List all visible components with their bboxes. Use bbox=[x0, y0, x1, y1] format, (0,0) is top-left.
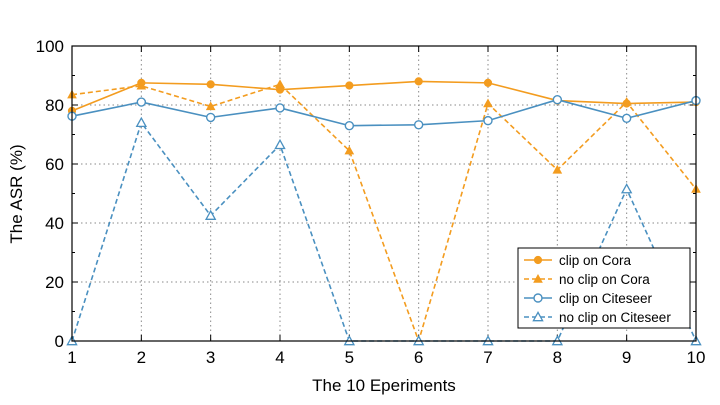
data-point-clip-on-citeseer bbox=[621, 113, 632, 123]
data-point-clip-on-citeseer bbox=[136, 97, 147, 107]
y-tick-label: 20 bbox=[45, 273, 64, 292]
legend-marker bbox=[532, 311, 544, 322]
data-point-no-clip-on-cora bbox=[552, 164, 563, 174]
x-tick-label: 7 bbox=[483, 348, 492, 367]
data-point-no-clip-on-cora bbox=[621, 97, 632, 106]
legend-marker bbox=[533, 273, 543, 283]
data-point-no-clip-on-cora bbox=[275, 79, 285, 89]
data-point-clip-on-citeseer bbox=[552, 94, 563, 105]
legend-marker bbox=[533, 255, 543, 265]
data-point-clip-on-cora bbox=[483, 78, 493, 87]
legend-entry: no clip on Citeseer bbox=[524, 310, 671, 325]
y-tick-label: 80 bbox=[45, 96, 64, 115]
y-axis-title: The ASR (%) bbox=[7, 144, 26, 243]
series-line-clip-on-citeseer bbox=[71, 98, 697, 127]
series-clip-on-cora bbox=[67, 77, 701, 116]
data-point-no-clip-on-cora bbox=[483, 98, 493, 108]
data-point-no-clip-on-citeseer bbox=[135, 116, 148, 128]
legend-box bbox=[517, 247, 691, 329]
data-point-no-clip-on-citeseer bbox=[204, 209, 217, 220]
series-line-no-clip-on-cora bbox=[71, 83, 697, 342]
x-tick-label: 10 bbox=[687, 348, 706, 367]
legend-label: clip on Citeseer bbox=[559, 291, 653, 306]
x-tick-label: 8 bbox=[553, 348, 562, 367]
y-tick-label: 0 bbox=[55, 332, 64, 351]
y-tick-label: 40 bbox=[45, 214, 64, 233]
data-point-no-clip-on-citeseer bbox=[274, 138, 286, 150]
legend-label: clip on Cora bbox=[559, 253, 632, 268]
data-point-clip-on-citeseer bbox=[413, 120, 424, 130]
series-line-clip-on-cora bbox=[71, 80, 697, 112]
x-tick-label: 3 bbox=[206, 348, 215, 367]
legend-entry: clip on Citeseer bbox=[524, 291, 653, 306]
data-point-clip-on-cora bbox=[345, 81, 354, 90]
x-tick-label: 9 bbox=[622, 348, 631, 367]
x-tick-label: 6 bbox=[414, 348, 423, 367]
x-tick-label: 5 bbox=[345, 348, 354, 367]
x-axis-title: The 10 Eperiments bbox=[312, 376, 456, 395]
series-clip-on-citeseer bbox=[67, 94, 701, 131]
y-tick-label: 100 bbox=[36, 37, 64, 56]
legend-label: no clip on Cora bbox=[559, 272, 650, 287]
y-tick-label: 60 bbox=[45, 155, 64, 174]
data-point-clip-on-cora bbox=[414, 77, 423, 86]
data-point-no-clip-on-cora bbox=[344, 145, 355, 155]
legend-marker bbox=[533, 293, 543, 303]
data-point-no-clip-on-cora bbox=[205, 101, 216, 111]
legend-entry: clip on Cora bbox=[524, 253, 632, 268]
legend-entry: no clip on Cora bbox=[524, 272, 650, 287]
x-tick-label: 2 bbox=[137, 348, 146, 367]
data-point-no-clip-on-cora bbox=[136, 80, 147, 90]
legend-label: no clip on Citeseer bbox=[559, 310, 671, 325]
x-tick-label: 4 bbox=[275, 348, 284, 367]
data-point-clip-on-citeseer bbox=[483, 115, 493, 126]
data-point-no-clip-on-citeseer bbox=[620, 183, 633, 194]
data-point-clip-on-citeseer bbox=[344, 120, 355, 131]
data-point-clip-on-citeseer bbox=[205, 112, 216, 123]
plot-frame bbox=[71, 45, 697, 342]
data-point-clip-on-citeseer bbox=[275, 103, 285, 113]
data-point-clip-on-cora bbox=[206, 80, 215, 89]
grid-lines bbox=[72, 46, 696, 341]
legend: clip on Cora no clip on Cora clip on Cites… bbox=[517, 247, 691, 329]
x-tick-label: 1 bbox=[67, 348, 76, 367]
